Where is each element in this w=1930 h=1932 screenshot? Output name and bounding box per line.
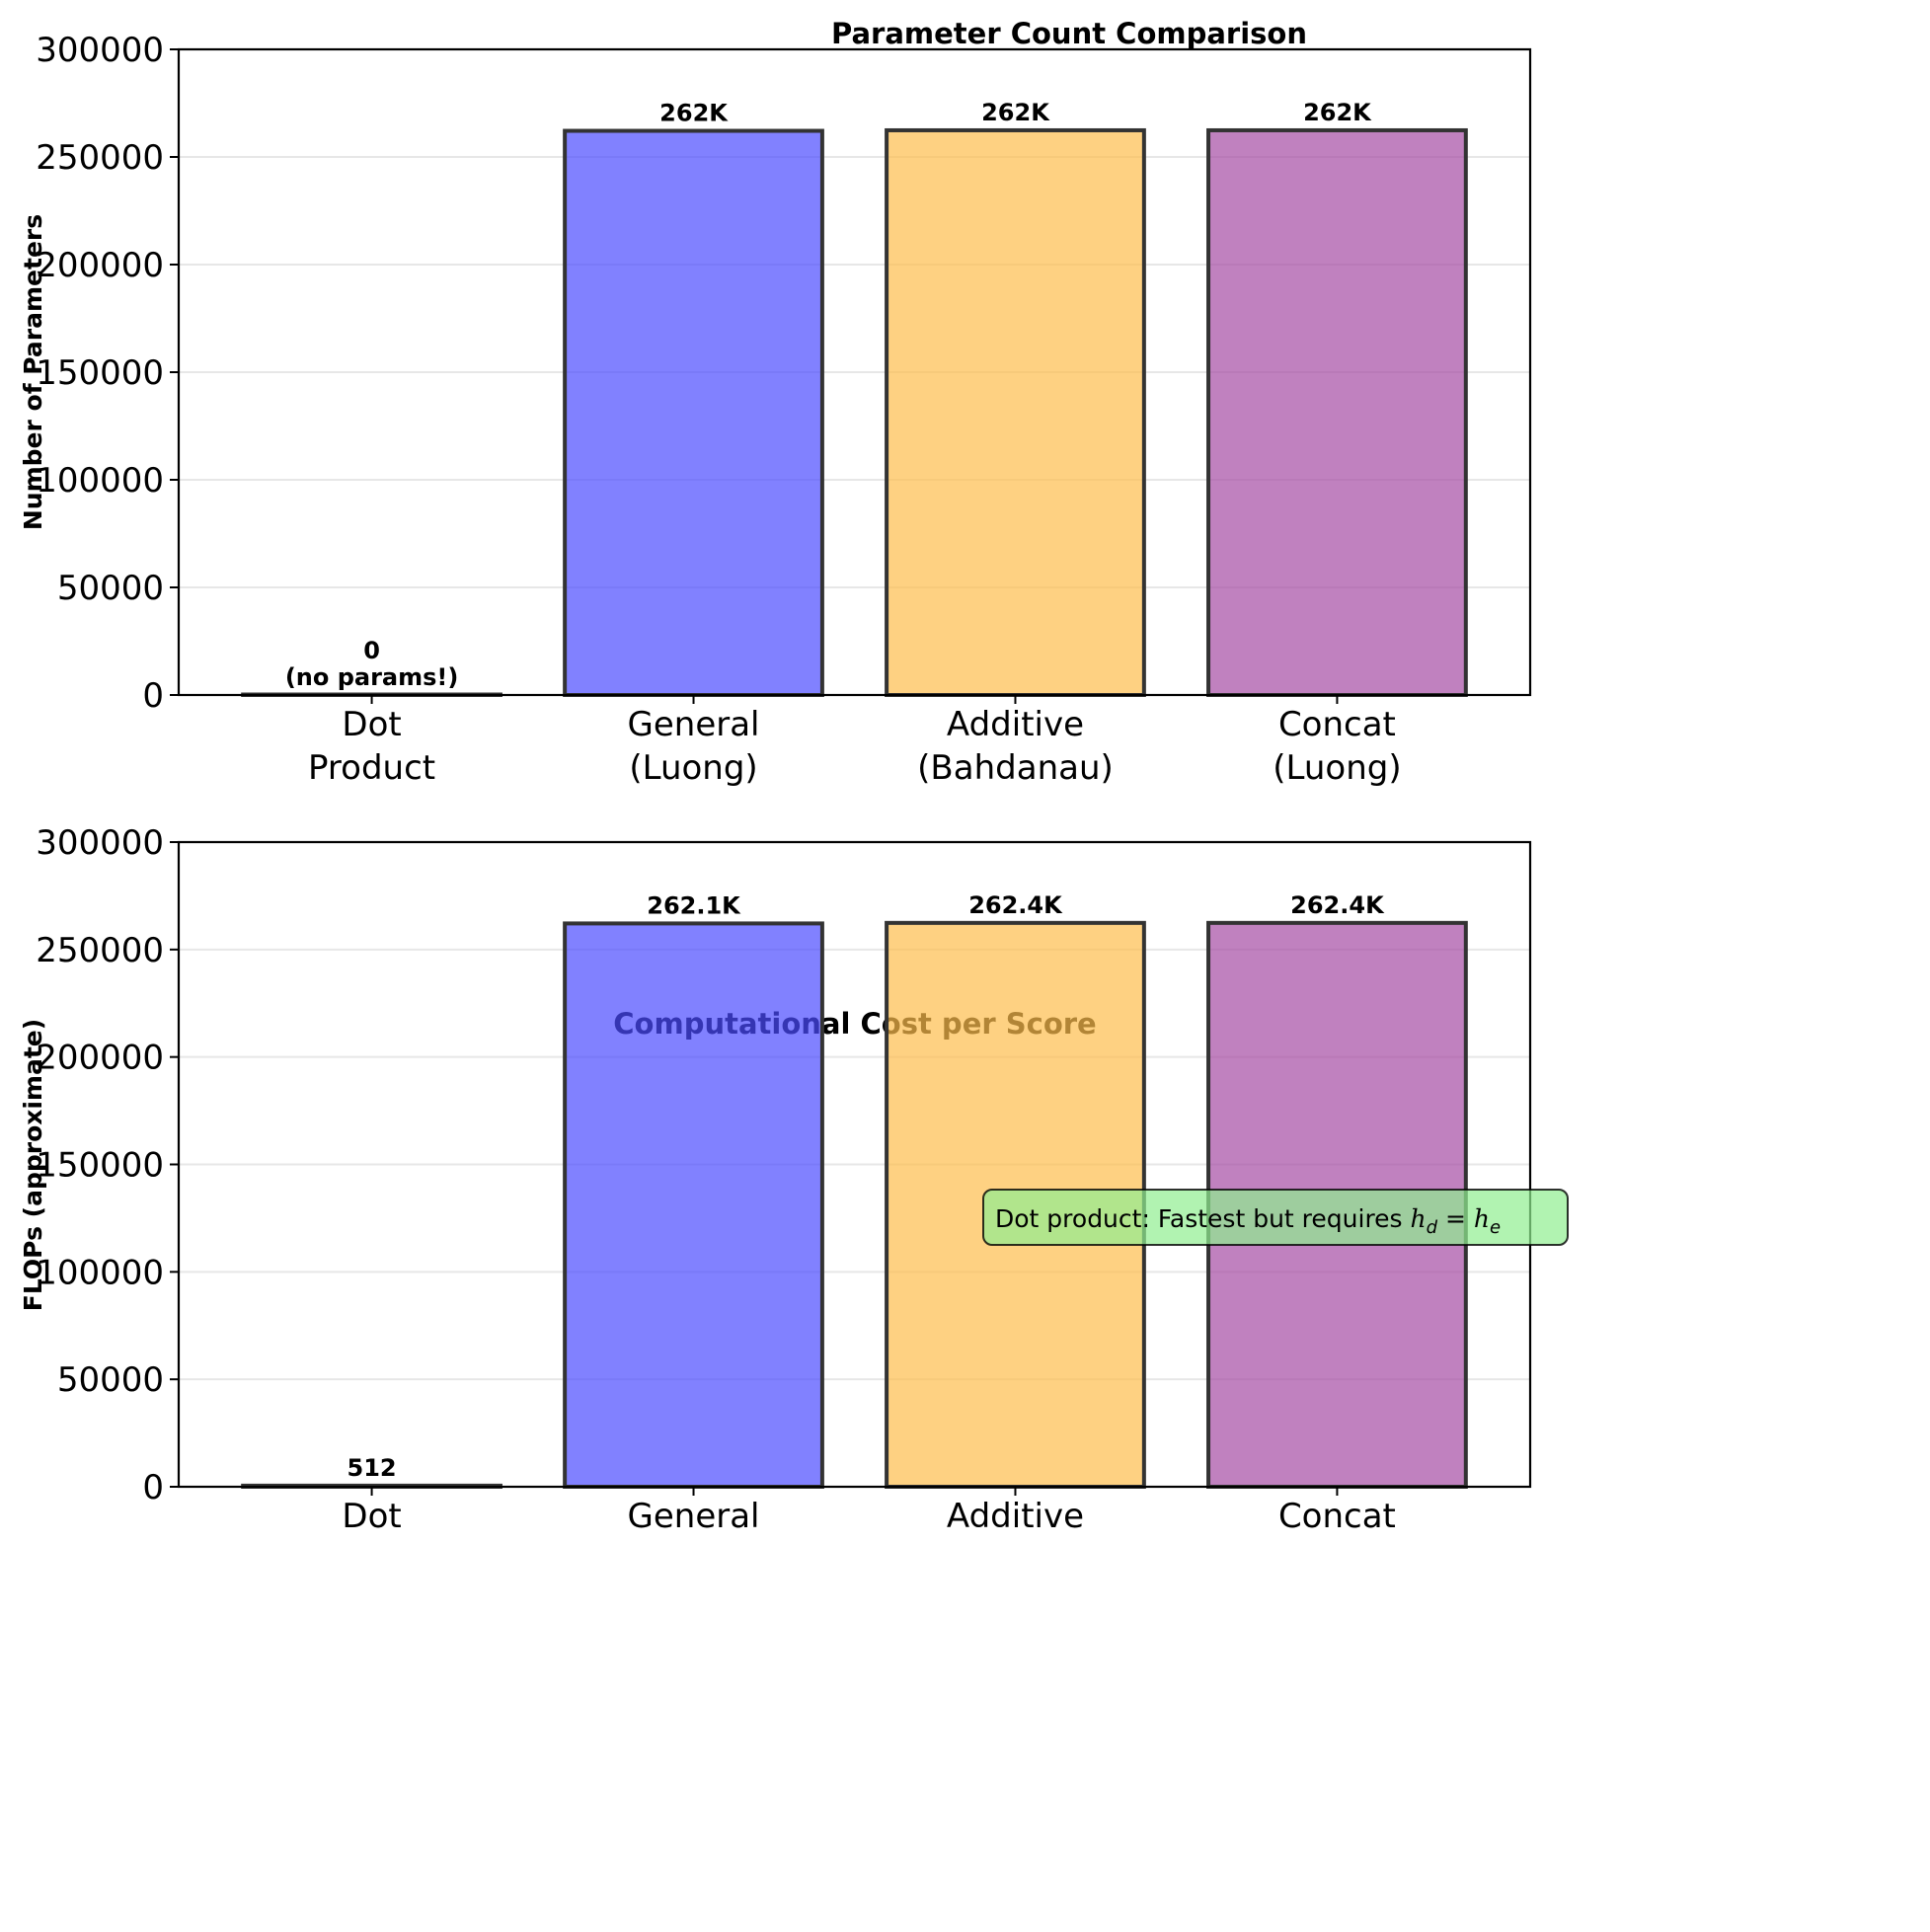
y-tick-label: 50000 xyxy=(57,1360,164,1400)
bars xyxy=(241,127,1468,698)
data-label: 262K xyxy=(981,99,1050,126)
x-ticks: Dot General Additive Concat xyxy=(342,1487,1396,1536)
y-axis-label: Number of Parameters xyxy=(19,214,47,530)
data-labels: 512 262.1K 262.4K 262.4K xyxy=(347,891,1386,1482)
computational-cost-chart: Computational Cost per Score FLOPs (appr… xyxy=(19,823,1569,1536)
y-tick-label: 300000 xyxy=(36,823,164,863)
annotation-box: Dot product: Fastest but requires hd = h… xyxy=(982,1189,1569,1246)
data-label: 262.4K xyxy=(968,891,1063,919)
data-labels: 0(no params!) 262K 262K 262K xyxy=(285,99,1372,691)
y-tick-label: 250000 xyxy=(36,138,164,178)
data-label: 262.4K xyxy=(1290,891,1385,919)
x-ticks: Dot Product General (Luong) Additive (Bahdana… xyxy=(308,695,1402,788)
y-tick-label: 100000 xyxy=(36,461,164,501)
y-tick-label: 150000 xyxy=(36,1146,164,1186)
x-tick-label: (Bahdanau) xyxy=(917,748,1114,788)
x-tick-label: Concat xyxy=(1278,1497,1396,1536)
y-axis-label: FLOPs (approximate) xyxy=(19,1019,47,1311)
y-ticks: 0 50000 100000 150000 200000 250000 300000 xyxy=(36,823,179,1507)
y-tick-label: 250000 xyxy=(36,931,164,970)
data-label: (no params!) xyxy=(285,663,459,691)
data-label: 512 xyxy=(347,1454,397,1482)
bar xyxy=(563,128,824,698)
data-label: 0 xyxy=(363,637,380,664)
y-tick-label: 100000 xyxy=(36,1253,164,1292)
x-tick-label: Additive xyxy=(947,705,1084,744)
y-tick-label: 200000 xyxy=(36,246,164,285)
x-tick-label: (Luong) xyxy=(629,748,757,788)
y-tick-label: 200000 xyxy=(36,1039,164,1078)
y-ticks: 0 50000 100000 150000 200000 250000 300000 xyxy=(36,31,179,716)
math-lhs-subscript: d xyxy=(1427,1217,1438,1238)
x-tick-label: General xyxy=(628,705,760,744)
parameter-count-chart: Parameter Count Comparison Number of Par… xyxy=(19,17,1532,788)
annotation-text: Dot product: Fastest but requires hd = h… xyxy=(995,1204,1501,1238)
data-label: 262K xyxy=(659,100,729,127)
bar xyxy=(885,127,1146,697)
y-tick-label: 0 xyxy=(142,1468,164,1507)
y-tick-label: 0 xyxy=(142,676,164,716)
math-equals: = xyxy=(1437,1204,1474,1233)
x-tick-label: Dot xyxy=(342,705,401,744)
x-tick-label: Dot xyxy=(342,1497,401,1536)
x-tick-label: Concat xyxy=(1278,705,1396,744)
data-label: 262K xyxy=(1303,99,1372,126)
math-rhs: h xyxy=(1474,1204,1490,1233)
annotation-prefix: Dot product: Fastest but requires xyxy=(995,1204,1411,1233)
data-label: 262.1K xyxy=(647,891,741,919)
bar xyxy=(1206,127,1468,697)
x-tick-label: Additive xyxy=(947,1497,1084,1536)
y-tick-label: 300000 xyxy=(36,31,164,70)
x-tick-label: Product xyxy=(308,748,435,788)
y-tick-label: 50000 xyxy=(57,569,164,608)
math-rhs-subscript: e xyxy=(1490,1217,1501,1238)
annotation-background xyxy=(982,1189,1569,1246)
bar xyxy=(563,921,824,1489)
y-tick-label: 150000 xyxy=(36,353,164,393)
chart-title: Parameter Count Comparison xyxy=(831,17,1307,50)
math-lhs: h xyxy=(1411,1204,1427,1233)
x-tick-label: (Luong) xyxy=(1273,748,1401,788)
x-tick-label: General xyxy=(628,1497,760,1536)
